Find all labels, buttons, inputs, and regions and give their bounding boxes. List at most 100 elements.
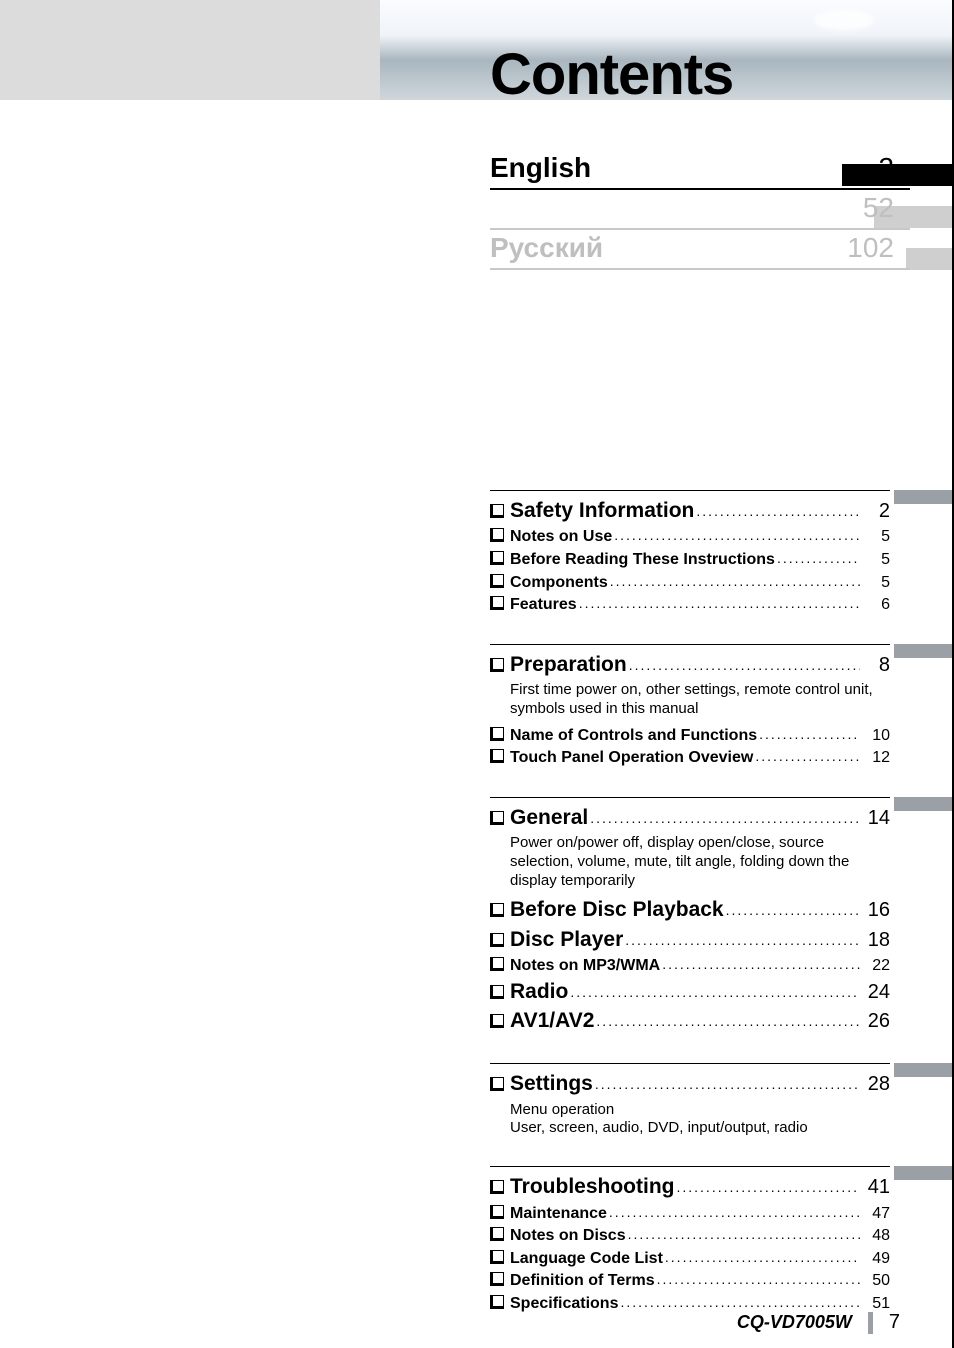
toc-row[interactable]: General 14 (490, 804, 890, 832)
toc-description: Menu operationUser, screen, audio, DVD, … (510, 1101, 890, 1139)
toc-page: 22 (862, 955, 890, 977)
toc-section: General 14Power on/power off, display ope… (490, 797, 890, 1036)
toc-page: 5 (862, 572, 890, 594)
toc-label: Before Disc Playback (510, 896, 724, 924)
checkbox-icon (490, 933, 504, 947)
checkbox-icon (490, 1295, 504, 1309)
leader-dots (625, 931, 860, 950)
toc-page: 49 (862, 1248, 890, 1270)
toc-page: 28 (862, 1071, 890, 1098)
toc-label: Maintenance (510, 1203, 607, 1225)
toc-label: Notes on MP3/WMA (510, 955, 660, 977)
toc-label: Notes on Discs (510, 1225, 626, 1247)
toc-label: Safety Information (510, 497, 694, 525)
toc-page: 24 (862, 979, 890, 1006)
toc-label: Settings (510, 1070, 593, 1098)
toc-row[interactable]: Notes on Discs48 (490, 1225, 890, 1247)
section-rule (490, 1063, 890, 1064)
toc-row[interactable]: Features 6 (490, 594, 890, 616)
toc-row[interactable]: AV1/AV226 (490, 1007, 890, 1035)
leader-dots (596, 1012, 860, 1031)
lang-page: 52 (834, 192, 894, 224)
leader-dots (657, 1270, 860, 1289)
leader-dots (662, 955, 860, 974)
toc-page: 8 (862, 652, 890, 679)
leader-dots (665, 1248, 860, 1267)
section-rule (490, 1166, 890, 1167)
toc-row[interactable]: Before Reading These Instructions5 (490, 549, 890, 571)
toc-row[interactable]: Disc Player18 (490, 926, 890, 954)
leader-dots (570, 983, 860, 1002)
checkbox-icon (490, 528, 504, 542)
section-rule (490, 644, 890, 645)
section-tab (894, 1063, 954, 1077)
lang-row-russian[interactable]: Русский 102 (490, 230, 910, 270)
checkbox-icon (490, 504, 504, 518)
checkbox-icon (490, 1227, 504, 1241)
lang-page: 2 (834, 152, 894, 184)
toc-label: AV1/AV2 (510, 1007, 594, 1035)
lang-tab-inactive-2 (906, 248, 954, 270)
leader-dots (620, 1293, 860, 1312)
checkbox-icon (490, 749, 504, 763)
toc-label: Touch Panel Operation Oveview (510, 747, 753, 769)
toc-label: Notes on Use (510, 526, 612, 548)
toc-row[interactable]: Radio 24 (490, 978, 890, 1006)
toc-section: Preparation8First time power on, other s… (490, 644, 890, 769)
toc-label: Specifications (510, 1293, 618, 1315)
toc-label: Name of Controls and Functions (510, 725, 757, 747)
toc-row[interactable]: Notes on MP3/WMA 22 (490, 955, 890, 977)
leader-dots (726, 901, 860, 920)
toc-row[interactable]: Notes on Use 5 (490, 526, 890, 548)
toc-row[interactable]: Definition of Terms50 (490, 1270, 890, 1292)
toc-label: Disc Player (510, 926, 623, 954)
page-title: Contents (490, 41, 733, 108)
footer-model: CQ-VD7005W (737, 1312, 852, 1333)
header-left-band (0, 0, 380, 100)
toc-description: Power on/power off, display open/close, … (510, 834, 890, 890)
section-tab (894, 797, 954, 811)
toc-label: Definition of Terms (510, 1270, 655, 1292)
checkbox-icon (490, 1272, 504, 1286)
toc-page: 14 (862, 805, 890, 832)
toc-page: 41 (862, 1174, 890, 1201)
toc-row[interactable]: Safety Information 2 (490, 497, 890, 525)
toc-label: Before Reading These Instructions (510, 549, 775, 571)
leader-dots (609, 1203, 860, 1222)
checkbox-icon (490, 985, 504, 999)
checkbox-icon (490, 551, 504, 565)
toc-section: Safety Information2Notes on Use5Before R… (490, 490, 890, 616)
toc-row[interactable]: Touch Panel Operation Oveview12 (490, 747, 890, 769)
toc-row[interactable]: Troubleshooting41 (490, 1173, 890, 1201)
lang-name: Русский (490, 232, 603, 264)
toc-page: 16 (862, 897, 890, 924)
leader-dots (610, 572, 860, 591)
page-footer: CQ-VD7005W 7 (737, 1311, 900, 1334)
checkbox-icon (490, 903, 504, 917)
toc-label: Preparation (510, 651, 627, 679)
toc-label: General (510, 804, 588, 832)
leader-dots (629, 656, 860, 675)
lang-row-english[interactable]: English 2 (490, 150, 910, 190)
toc-page: 10 (862, 725, 890, 747)
toc-label: Radio (510, 978, 568, 1006)
toc-section: Settings 28 Menu operationUser, screen, au… (490, 1063, 890, 1138)
checkbox-icon (490, 1180, 504, 1194)
section-tab (894, 644, 954, 658)
toc-row[interactable]: Preparation 8 (490, 651, 890, 679)
toc-label: Language Code List (510, 1248, 663, 1270)
leader-dots (777, 549, 860, 568)
lang-row-second[interactable]: 52 (490, 190, 910, 230)
toc-row[interactable]: Name of Controls and Functions 10 (490, 725, 890, 747)
toc-page: 6 (862, 594, 890, 616)
toc-row[interactable]: Components5 (490, 572, 890, 594)
toc-row[interactable]: Before Disc Playback 16 (490, 896, 890, 924)
toc-page: 5 (862, 526, 890, 548)
toc-row[interactable]: Maintenance47 (490, 1203, 890, 1225)
toc-page: 2 (862, 498, 890, 525)
toc-row[interactable]: Settings 28 (490, 1070, 890, 1098)
section-rule (490, 797, 890, 798)
toc-label: Features (510, 594, 577, 616)
toc-row[interactable]: Language Code List 49 (490, 1248, 890, 1270)
checkbox-icon (490, 811, 504, 825)
